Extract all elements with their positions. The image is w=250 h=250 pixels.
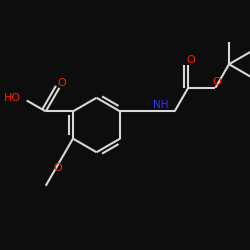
Text: O: O bbox=[186, 55, 195, 65]
Text: HO: HO bbox=[4, 92, 20, 102]
Text: O: O bbox=[54, 163, 62, 173]
Text: NH: NH bbox=[153, 100, 169, 110]
Text: O: O bbox=[212, 77, 221, 87]
Text: O: O bbox=[58, 78, 66, 88]
